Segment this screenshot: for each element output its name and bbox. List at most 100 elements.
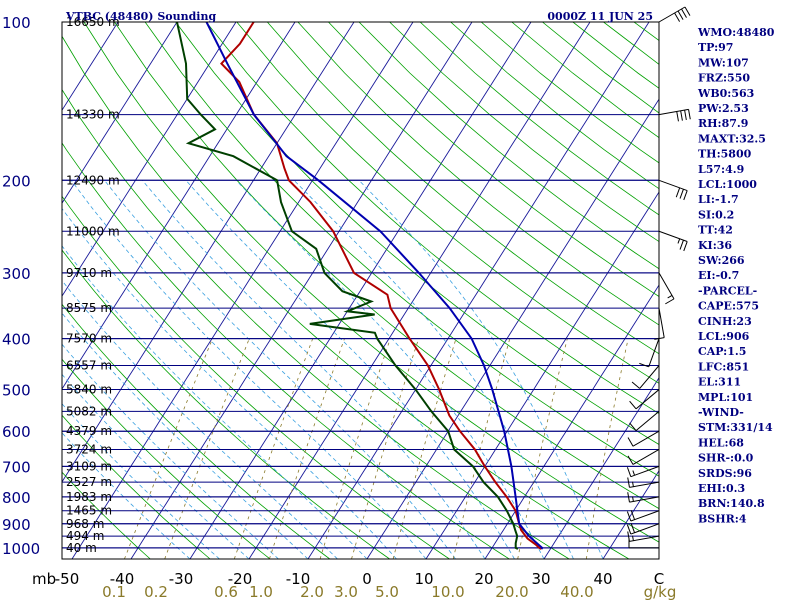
pressure-tick-label: 900 — [2, 516, 31, 534]
dry-adiabat — [62, 303, 331, 559]
wind-barb-feather — [680, 110, 683, 121]
wind-barb — [629, 496, 660, 503]
wind-barb — [630, 523, 660, 535]
index-value: SRDS:96 — [698, 467, 752, 480]
isotherm — [189, 22, 532, 559]
index-value: LFC:851 — [698, 360, 749, 373]
height-label: 5840 m — [66, 383, 112, 397]
wind-barb — [658, 230, 688, 242]
wind-barb-feather — [630, 510, 636, 520]
dry-adiabat — [83, 22, 659, 543]
x-axis-corner-label: mb — [32, 570, 56, 588]
wind-barb-feather — [684, 109, 687, 121]
mixing-ratio-label: 10.0 — [431, 583, 464, 600]
wind-barb-feather — [627, 531, 630, 542]
pressure-tick-label: 200 — [2, 172, 31, 190]
isotherm — [62, 22, 355, 483]
wind-barb-feather — [688, 109, 691, 120]
mixing-ratio-label: g/kg — [644, 583, 677, 600]
wind-barb-feather — [629, 422, 637, 431]
wind-barb-feather — [626, 467, 632, 477]
pressure-tick-label: 600 — [2, 423, 31, 441]
index-value: PW:2.53 — [698, 102, 749, 115]
wind-barb — [630, 465, 660, 478]
index-value: FRZ:550 — [698, 72, 750, 85]
dry-adiabat — [62, 195, 450, 559]
wind-barb-feather — [683, 190, 688, 201]
dry-adiabat — [62, 414, 211, 559]
wind-barb-feather — [677, 10, 684, 20]
moist-adiabat — [62, 207, 397, 559]
mixing-ratio-label: 0.2 — [144, 583, 168, 600]
wind-barb-feather — [627, 455, 634, 465]
dry-adiabat — [62, 142, 510, 559]
isotherm — [484, 284, 659, 559]
wind-barb-feather — [627, 437, 634, 447]
height-label: 6557 m — [66, 358, 112, 372]
dry-adiabat — [266, 22, 659, 355]
pressure-tick-label: 400 — [2, 331, 31, 349]
wind-barb-column — [626, 6, 691, 559]
temperature-tick-label: -10 — [286, 570, 311, 588]
wind-barb-half-feather — [677, 238, 681, 244]
dry-adiabat — [144, 22, 659, 477]
index-value: WB0:563 — [697, 87, 754, 100]
wind-barb-feather — [681, 8, 687, 18]
moist-adiabat — [104, 180, 456, 559]
temperature-tick-label: -40 — [110, 570, 135, 588]
index-value: EL:311 — [698, 376, 741, 389]
dry-adiabat — [114, 22, 659, 510]
height-label: 14330 m — [66, 108, 120, 122]
mixing-ratio-label: 0.6 — [214, 583, 238, 600]
wind-barb — [658, 308, 665, 338]
height-label: 11000 m — [66, 224, 120, 238]
isotherm — [425, 191, 659, 559]
temperature-tick-label: 0 — [362, 570, 372, 588]
pressure-tick-label: 500 — [2, 382, 31, 400]
moist-adiabat — [293, 180, 574, 559]
mixing-ratio-line — [517, 338, 568, 559]
height-label: 40 m — [66, 541, 97, 555]
wind-barb-feather — [676, 111, 679, 122]
mixing-ratio-line — [585, 338, 629, 559]
index-value: BRN:140.8 — [698, 497, 765, 510]
index-value: MAXT:32.5 — [698, 132, 766, 145]
dry-adiabat — [62, 249, 390, 559]
wind-barb — [632, 430, 660, 447]
wind-barb-feather — [675, 187, 681, 198]
series-dewpoint — [176, 22, 519, 550]
wind-barb-half-feather — [667, 294, 673, 299]
wind-barb — [632, 449, 660, 465]
pressure-tick-label: 700 — [2, 458, 31, 476]
mixing-ratio-label: 1.0 — [249, 583, 273, 600]
wind-barb — [648, 338, 660, 367]
mixing-ratio-label: 3.0 — [334, 583, 358, 600]
mixing-ratio-label: 40.0 — [560, 583, 593, 600]
index-value: KI:36 — [698, 239, 732, 252]
pressure-tick-label: 100 — [2, 14, 31, 32]
temperature-tick-label: 20 — [474, 570, 493, 588]
moist-adiabat — [235, 180, 545, 559]
index-value: LCL:906 — [698, 330, 750, 343]
temperature-tick-label: 30 — [531, 570, 550, 588]
mixing-ratio-label: 20.0 — [495, 583, 528, 600]
dry-adiabat — [328, 22, 659, 297]
wind-barb — [629, 481, 660, 488]
temperature-tick-label: -50 — [55, 570, 80, 588]
index-value: WMO:48480 — [697, 26, 775, 39]
wind-barb — [635, 389, 660, 410]
index-value: BSHR:4 — [698, 512, 747, 525]
series-parcel-path — [205, 22, 544, 550]
index-panel: WMO:48480 TP:97 MW:107 FRZ:550 WB0:563 PW:2.5… — [697, 26, 775, 525]
dry-adiabat — [175, 22, 659, 445]
dry-adiabat — [62, 88, 570, 559]
pressure-tick-label: 300 — [2, 265, 31, 283]
wind-barb-feather — [627, 492, 630, 503]
index-value: SW:266 — [698, 254, 745, 267]
wind-barb-half-feather — [632, 470, 636, 476]
wind-barb-feather — [631, 381, 641, 389]
index-value: L57:4.9 — [698, 163, 744, 176]
pressure-tick-label: 800 — [2, 489, 31, 507]
wind-barb-feather — [665, 298, 675, 305]
wind-barb-feather — [629, 400, 637, 410]
